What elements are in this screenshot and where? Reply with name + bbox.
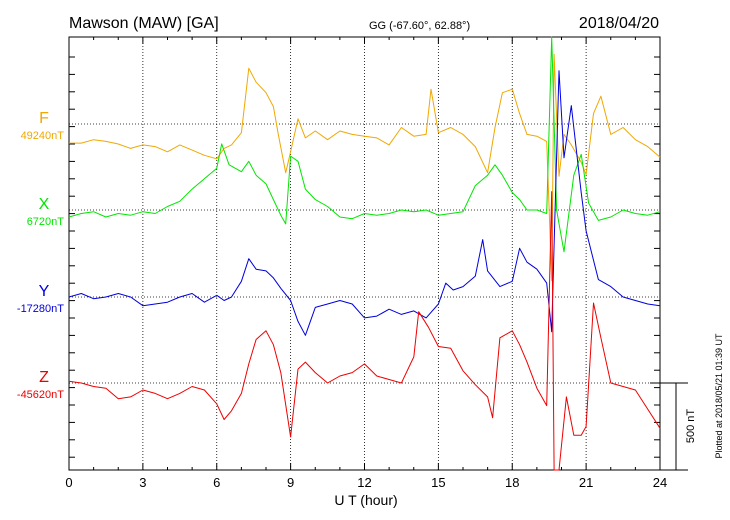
geographic-coords: GG (-67.60°, 62.88°): [369, 20, 470, 32]
baseline-label-y: -17280nT: [17, 303, 64, 315]
series-name-x: X: [39, 196, 50, 213]
x-tick-label: 15: [431, 475, 445, 490]
x-tick-label: 9: [287, 475, 294, 490]
x-tick-label: 18: [505, 475, 519, 490]
plotted-timestamp: Plotted at 2018/05/21 01:39 UT: [714, 333, 724, 459]
x-axis-label: U T (hour): [334, 492, 397, 508]
baseline-label-f: 49240nT: [21, 130, 65, 142]
axis-ticks: 0 3 6 9 12 15 18 21 24: [65, 37, 667, 490]
series-line-z: [68, 191, 661, 471]
x-tick-label: 0: [65, 475, 72, 490]
baseline-label-z: -45620nT: [17, 389, 64, 401]
x-tick-label: 24: [653, 475, 667, 490]
scale-bar-label: 500 nT: [685, 409, 697, 444]
plot-grid: [69, 37, 660, 470]
baseline-label-x: 6720nT: [27, 216, 65, 228]
series-line-y: [68, 70, 661, 336]
x-tick-label: 6: [213, 475, 220, 490]
station-title: Mawson (MAW) [GA]: [69, 15, 219, 32]
scale-bar: 500 nT: [650, 382, 697, 471]
series-group: F 49240nT X 6720nT Y -17280nT Z -45620nT: [17, 36, 661, 471]
series-name-z: Z: [39, 369, 49, 386]
series-name-y: Y: [39, 283, 50, 300]
x-tick-label: 21: [579, 475, 593, 490]
x-tick-label: 12: [357, 475, 371, 490]
series-name-f: F: [39, 110, 49, 127]
plot-date: 2018/04/20: [579, 15, 659, 32]
x-tick-label: 3: [139, 475, 146, 490]
series-line-x: [68, 36, 661, 253]
